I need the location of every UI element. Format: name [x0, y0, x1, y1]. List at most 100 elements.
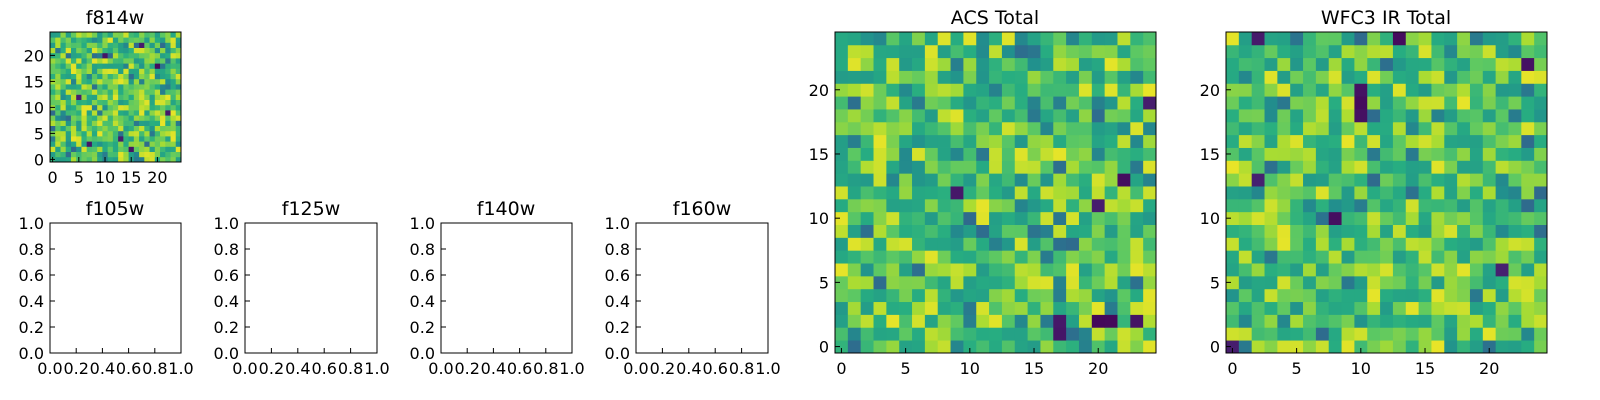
heatmap-cell	[1066, 250, 1080, 264]
heatmap-cell	[1354, 211, 1368, 225]
heatmap-cell	[154, 136, 161, 142]
heatmap-cell	[97, 68, 103, 74]
heatmap-cell	[886, 109, 900, 123]
heatmap-cell	[1066, 96, 1080, 110]
heatmap-cell	[107, 73, 114, 80]
heatmap-cell	[55, 47, 61, 54]
heatmap-cell	[170, 104, 177, 111]
heatmap-cell	[107, 68, 114, 74]
heatmap-cell	[1328, 44, 1342, 59]
heatmap-cell	[70, 141, 77, 147]
heatmap-cell	[860, 237, 874, 251]
heatmap-cell	[112, 58, 119, 64]
heatmap-cell	[937, 109, 951, 123]
heatmap-cell	[1091, 57, 1106, 71]
heatmap-cell	[1431, 314, 1445, 328]
heatmap-cell	[1104, 83, 1118, 97]
heatmap-cell	[835, 57, 849, 71]
heatmap-cell	[65, 136, 72, 142]
heatmap-cell	[1392, 83, 1407, 97]
heatmap-cell	[1431, 173, 1445, 187]
heatmap-cell	[1078, 186, 1093, 200]
heatmap-cell	[912, 109, 926, 123]
heatmap-cell	[1341, 301, 1355, 315]
heatmap-cell	[1117, 224, 1131, 238]
heatmap-cell	[924, 288, 939, 303]
heatmap-cell	[65, 130, 72, 137]
heatmap-cell	[1226, 44, 1240, 59]
heatmap-cell	[139, 73, 145, 80]
heatmap-cell	[102, 84, 109, 90]
heatmap-cell	[1226, 109, 1240, 123]
heatmap-cell	[1367, 224, 1381, 238]
heatmap-cell	[149, 115, 156, 121]
heatmap-cell	[860, 198, 874, 213]
heatmap-cell	[149, 136, 156, 142]
heatmap-cell	[1117, 314, 1131, 328]
heatmap-cell	[1328, 198, 1342, 213]
heatmap-cell	[1143, 96, 1157, 110]
heatmap-cell	[1238, 314, 1253, 328]
heatmap-cell	[963, 340, 977, 354]
heatmap-cell	[1130, 44, 1144, 59]
heatmap-cell	[81, 73, 88, 80]
heatmap-cell	[133, 73, 140, 80]
x-tick-label: 15	[121, 168, 141, 187]
heatmap-cell	[1040, 134, 1054, 148]
heatmap-cell	[86, 99, 93, 106]
heatmap-cell	[118, 78, 124, 85]
heatmap-cell	[1495, 70, 1509, 84]
heatmap-cell	[989, 160, 1003, 174]
heatmap-cell	[1508, 275, 1522, 290]
heatmap-cell	[160, 130, 166, 137]
heatmap-cell	[873, 288, 887, 303]
heatmap-cell	[1444, 327, 1458, 341]
heatmap-cell	[133, 156, 140, 163]
heatmap-cell	[1469, 263, 1484, 277]
heatmap-cell	[1457, 263, 1471, 277]
heatmap-cell	[924, 109, 939, 123]
heatmap-cell	[1431, 224, 1445, 238]
heatmap-cell	[91, 141, 98, 147]
heatmap-cell	[81, 146, 88, 152]
heatmap-cell	[1091, 121, 1106, 136]
heatmap-cell	[1431, 134, 1445, 148]
heatmap-cell	[1027, 121, 1041, 136]
heatmap-cell	[175, 99, 182, 106]
heatmap-cell	[835, 263, 849, 277]
heatmap-cell	[1405, 147, 1419, 161]
heatmap-cell	[154, 73, 161, 80]
heatmap-cell	[175, 32, 182, 38]
heatmap-cell	[1238, 147, 1253, 161]
panel-f160w: f160w 0.0 0.2 0.4 0.6 0.8 1.00.00.20.40.60.81…	[605, 198, 781, 378]
heatmap-cell	[107, 94, 114, 100]
heatmap-cell	[1534, 57, 1548, 71]
heatmap-cell	[1238, 70, 1253, 84]
heatmap-cell	[1482, 160, 1497, 174]
heatmap-cell	[1508, 250, 1522, 264]
heatmap-cell	[1066, 134, 1080, 148]
heatmap-cell	[912, 327, 926, 341]
heatmap-cell	[1508, 96, 1522, 110]
heatmap-cell	[1027, 198, 1041, 213]
heatmap-cell	[1444, 160, 1458, 174]
heatmap-cell	[1315, 83, 1330, 97]
heatmap-cell	[899, 96, 913, 110]
y-tick-label: 20	[1200, 81, 1220, 100]
heatmap-cell	[1264, 109, 1278, 123]
heatmap-cell	[1380, 327, 1394, 341]
heatmap-cell	[160, 151, 166, 158]
heatmap-cell	[1290, 32, 1304, 46]
heatmap-cell	[1534, 340, 1548, 354]
heatmap-cell	[1534, 198, 1548, 213]
heatmap-cell	[1143, 44, 1157, 59]
heatmap-cell	[91, 63, 98, 69]
heatmap-cell	[1091, 160, 1106, 174]
y-tick-label: 0.8	[410, 240, 435, 259]
heatmap-cell	[1277, 327, 1291, 341]
heatmap-cell	[1091, 147, 1106, 161]
heatmap-cell	[1117, 340, 1131, 354]
heatmap-cell	[70, 115, 77, 121]
heatmap-cell	[165, 151, 171, 158]
